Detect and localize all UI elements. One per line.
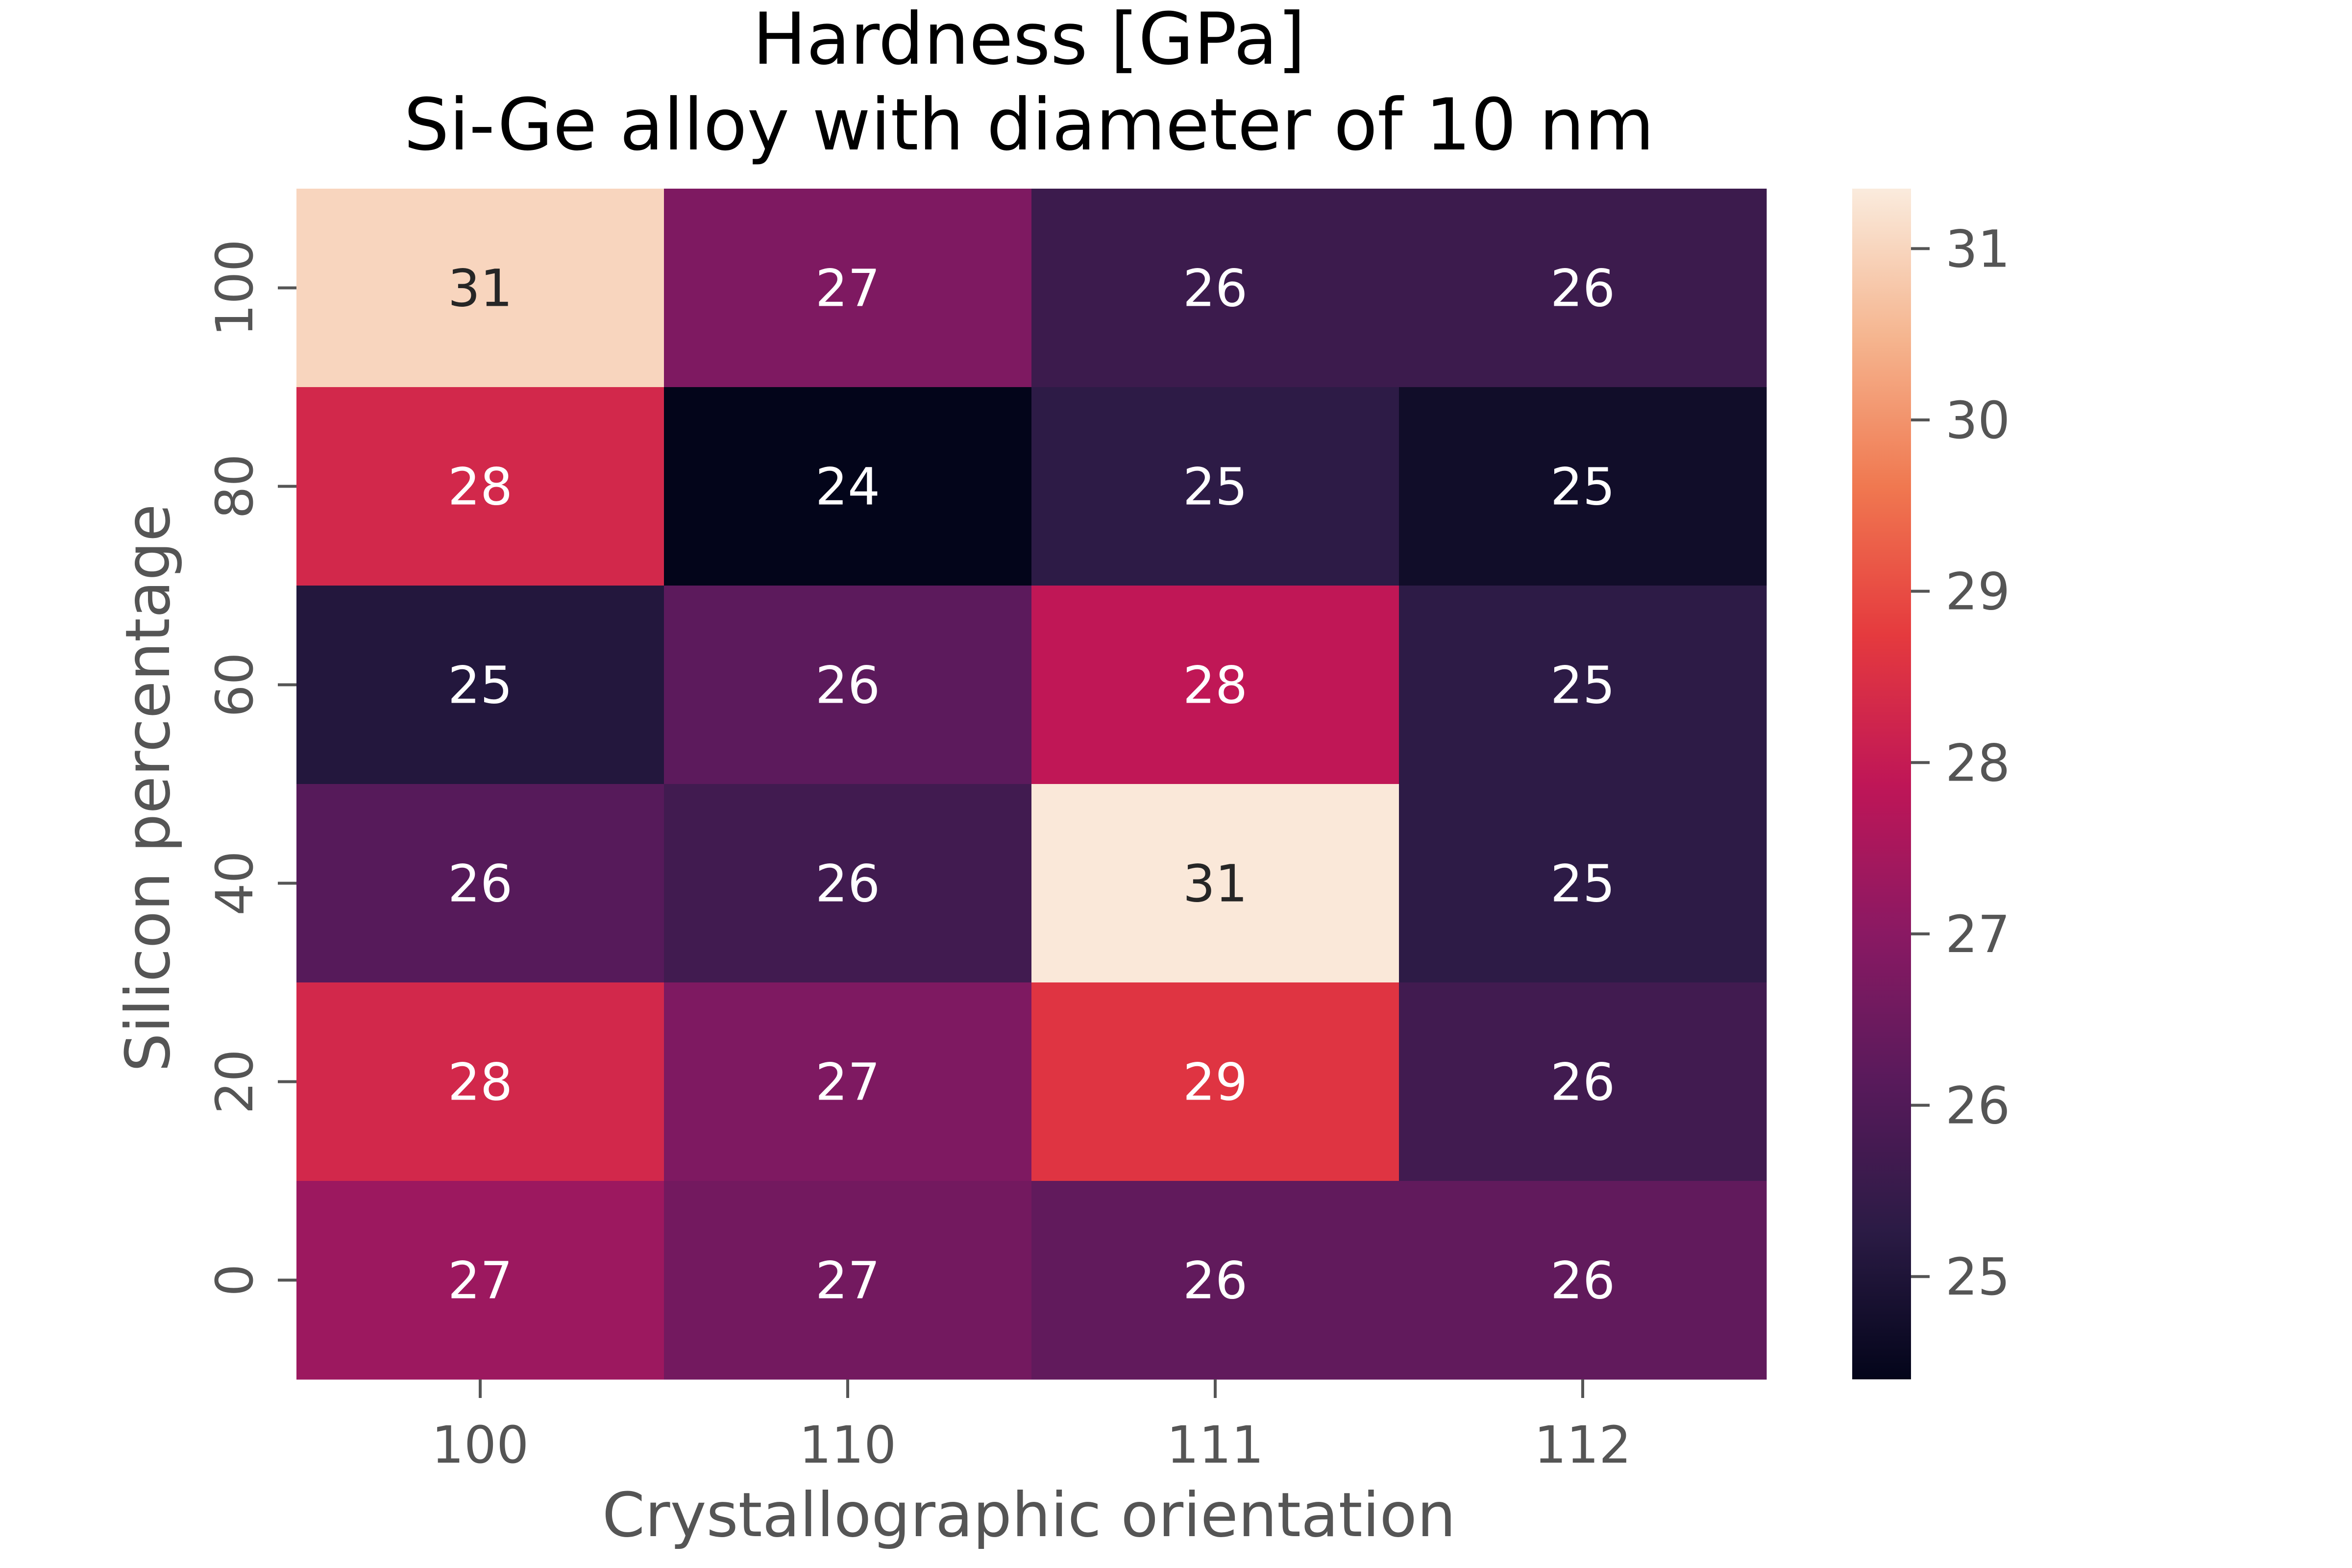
heatmap-cell-label: 26 (815, 854, 880, 914)
heatmap-cell (296, 982, 664, 1181)
colorbar-tick-label: 26 (1945, 1076, 2010, 1136)
heatmap-cells (296, 189, 1767, 1380)
heatmap-cell (1399, 387, 1767, 586)
x-tick-label: 100 (432, 1415, 529, 1475)
colorbar-tick-label: 27 (1945, 905, 2010, 964)
heatmap-cell (664, 387, 1032, 586)
heatmap-cell-label: 26 (1550, 1251, 1615, 1311)
chart-title: Hardness [GPa] (753, 0, 1305, 81)
heatmap-cell (1031, 387, 1399, 586)
x-axis-ticks: 100 110 111 112 (432, 1379, 1632, 1475)
heatmap-cell (1399, 1181, 1767, 1380)
heatmap-cell-label: 28 (1183, 656, 1248, 715)
heatmap-cell-label: 26 (815, 656, 880, 715)
heatmap-cell-label: 26 (1550, 259, 1615, 318)
heatmap-cell-label: 25 (1550, 854, 1615, 914)
y-tick-label: 40 (205, 851, 265, 915)
heatmap-cell (296, 387, 664, 586)
heatmap-cell (296, 586, 664, 784)
heatmap-cell (296, 784, 664, 983)
heatmap-cell (1031, 982, 1399, 1181)
heatmap-cell-label: 25 (1550, 656, 1615, 715)
y-tick-label: 60 (205, 652, 265, 717)
heatmap-cell-labels: 31 27 26 26 28 24 25 25 25 26 28 25 26 26 31 25 28 27 29 26… (448, 259, 1615, 1311)
y-tick-label: 80 (205, 454, 265, 518)
heatmap-cell (664, 982, 1032, 1181)
x-axis-label: Crystallographic orientation (602, 1480, 1456, 1551)
colorbar-tick-label: 25 (1945, 1247, 2010, 1307)
colorbar (1852, 189, 1911, 1379)
heatmap-cell-label: 26 (448, 854, 513, 914)
chart-subtitle: Si-Ge alloy with diameter of 10 nm (404, 83, 1654, 167)
heatmap-cell-label: 29 (1183, 1053, 1248, 1112)
y-axis-ticks: 100 80 60 40 20 0 (205, 239, 296, 1297)
colorbar-ticks: 25 26 27 28 29 30 31 (1911, 219, 2010, 1307)
colorbar-tick-label: 30 (1945, 391, 2010, 450)
heatmap-cell-label: 28 (448, 457, 513, 517)
heatmap-cell (1031, 189, 1399, 388)
y-tick-label: 20 (205, 1049, 265, 1114)
heatmap-cell (664, 586, 1032, 784)
colorbar-tick-label: 28 (1945, 733, 2010, 793)
x-tick-label: 110 (799, 1415, 897, 1475)
heatmap-cell (296, 189, 664, 388)
heatmap-cell-label: 25 (448, 656, 513, 715)
heatmap-cell-label: 28 (448, 1053, 513, 1112)
x-tick-label: 111 (1167, 1415, 1264, 1475)
heatmap-cell (664, 784, 1032, 983)
heatmap-cell (664, 189, 1032, 388)
heatmap-cell (1399, 189, 1767, 388)
x-tick-label: 112 (1534, 1415, 1632, 1475)
heatmap-cell-label: 25 (1550, 457, 1615, 517)
heatmap-cell-label: 25 (1183, 457, 1248, 517)
heatmap-cell (296, 1181, 664, 1380)
heatmap-cell (1399, 586, 1767, 784)
heatmap-cell (664, 1181, 1032, 1380)
heatmap-cell-label: 26 (1183, 1251, 1248, 1311)
heatmap-cell-label: 26 (1550, 1053, 1615, 1112)
y-axis-label: Silicon percentage (113, 504, 184, 1072)
heatmap-cell-label: 27 (815, 1251, 880, 1311)
heatmap-cell (1031, 1181, 1399, 1380)
heatmap-cell-label: 24 (815, 457, 880, 517)
heatmap-cell-label: 27 (448, 1251, 513, 1311)
heatmap-cell (1031, 586, 1399, 784)
colorbar-tick-label: 31 (1945, 219, 2010, 279)
heatmap-cell (1399, 982, 1767, 1181)
colorbar-tick-label: 29 (1945, 562, 2010, 622)
y-tick-label: 100 (205, 239, 265, 337)
heatmap-cell-label: 31 (1183, 854, 1248, 914)
y-tick-label: 0 (205, 1264, 265, 1296)
heatmap-cell-label: 27 (815, 1053, 880, 1112)
heatmap-cell (1399, 784, 1767, 983)
heatmap-cell-label: 31 (448, 259, 513, 318)
heatmap-cell-label: 26 (1183, 259, 1248, 318)
heatmap-cell (1031, 784, 1399, 983)
heatmap-cell-label: 27 (815, 259, 880, 318)
